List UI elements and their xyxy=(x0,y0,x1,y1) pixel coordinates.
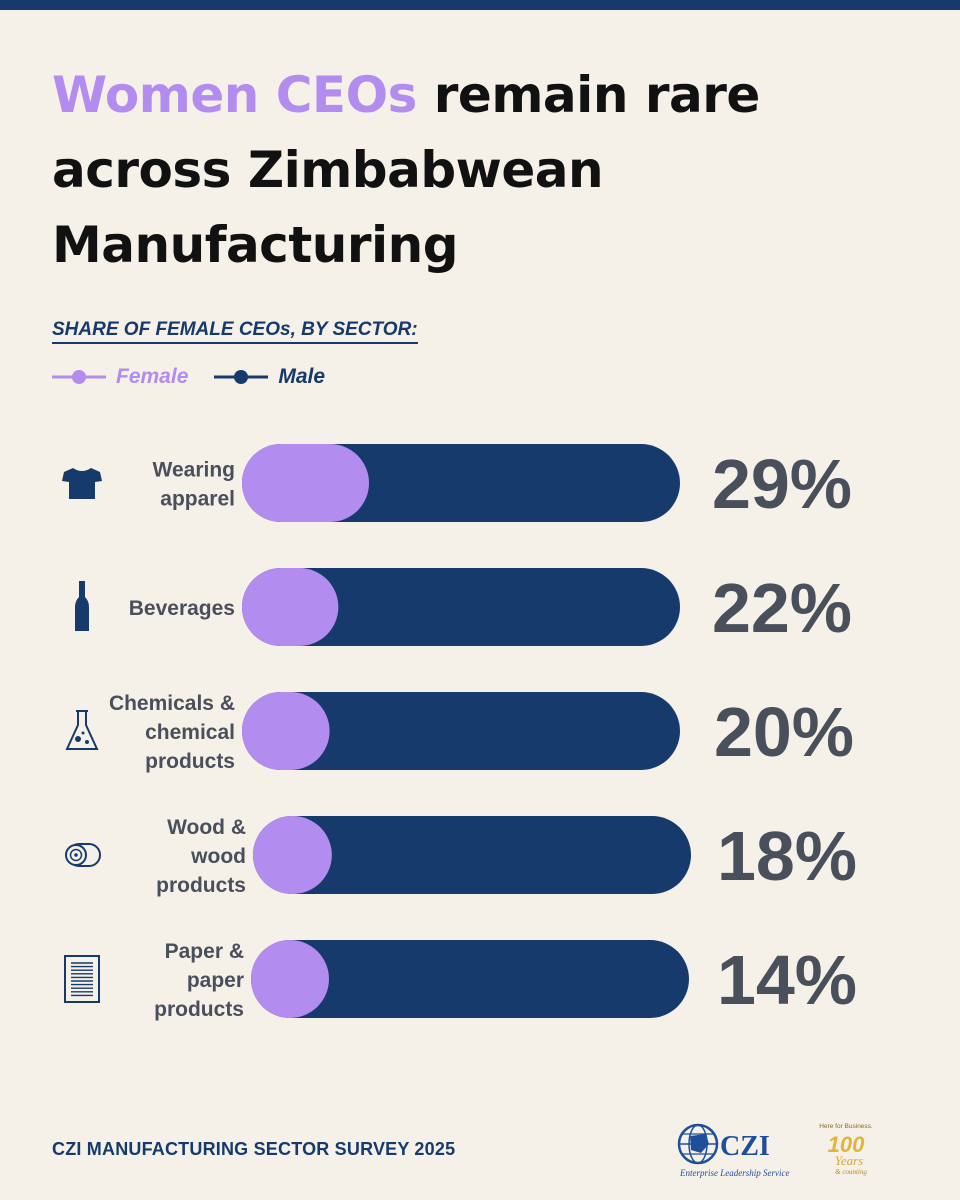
anniversary-word: & counting xyxy=(835,1168,867,1176)
bar-female xyxy=(251,940,329,1018)
category-label: Wearing apparel xyxy=(153,459,235,511)
flask-icon xyxy=(65,710,99,750)
legend-item-male: Male xyxy=(214,365,325,389)
category-label-line: Wearing xyxy=(153,459,235,482)
category-label-line: Wood & xyxy=(167,816,246,839)
category-label-line: paper xyxy=(187,969,244,992)
category-label-line: Beverages xyxy=(129,597,235,620)
bar-chart: Wearing apparel 29% Beverages 22% Chemicals &… xyxy=(62,444,857,1021)
category-label: Paper & paper products xyxy=(154,940,244,1021)
bar-male xyxy=(242,568,680,646)
value-label: 29% xyxy=(712,445,852,523)
page-title: Women CEOs remain rare across Zimbabwean… xyxy=(52,58,912,283)
value-label: 20% xyxy=(714,693,854,771)
bottle-icon xyxy=(75,581,89,631)
anniversary-tagline: Here for Business. xyxy=(819,1123,873,1130)
value-label: 22% xyxy=(712,569,852,647)
legend-item-female: Female xyxy=(52,365,188,389)
chart-subtitle: SHARE OF FEMALE CEOs, BY SECTOR: xyxy=(52,319,418,344)
category-label-line: apparel xyxy=(160,488,235,511)
anniversary-years: Years xyxy=(835,1153,863,1168)
czi-logo: CZI Enterprise Leadership Service xyxy=(677,1123,789,1178)
category-label-line: products xyxy=(154,998,244,1021)
czi-logo-name: CZI xyxy=(720,1131,770,1162)
category-label-line: Chemicals & xyxy=(109,692,235,715)
title-highlight: Women CEOs xyxy=(52,66,417,124)
bar-female xyxy=(242,444,370,522)
category-label-line: wood xyxy=(190,845,246,868)
bar-female xyxy=(242,692,330,770)
100-years-logo: Here for Business. 100 Years & counting xyxy=(819,1123,873,1176)
category-label-line: products xyxy=(156,874,246,897)
tshirt-icon xyxy=(62,468,102,499)
bar-male xyxy=(251,940,689,1018)
value-label: 14% xyxy=(717,941,857,1019)
document-icon xyxy=(64,955,100,1003)
title-rest: remain rare across Zimbabwean Manufactur… xyxy=(52,66,760,274)
category-label: Chemicals & chemical products xyxy=(109,692,235,773)
bar-female xyxy=(242,568,339,646)
log-icon xyxy=(65,843,101,867)
legend-label-female: Female xyxy=(116,365,189,388)
anniversary-number: 100 xyxy=(828,1132,865,1157)
czi-logo-tagline: Enterprise Leadership Service xyxy=(679,1168,789,1178)
bar-female xyxy=(253,816,332,894)
globe-icon xyxy=(677,1123,719,1165)
top-accent-bar xyxy=(0,0,960,10)
category-label-line: Paper & xyxy=(165,940,244,963)
category-label-line: products xyxy=(145,750,235,773)
category-label-line: chemical xyxy=(145,721,235,744)
footer-source: CZI MANUFACTURING SECTOR SURVEY 2025 xyxy=(52,1139,456,1159)
legend-male-marker-icon xyxy=(214,370,269,384)
category-label: Wood & wood products xyxy=(156,816,246,897)
legend: Female Male xyxy=(52,362,351,392)
legend-female-marker-icon xyxy=(52,370,106,384)
bar-male xyxy=(242,692,680,770)
bar-male xyxy=(253,816,691,894)
category-label: Beverages xyxy=(129,597,235,620)
value-label: 18% xyxy=(717,817,857,895)
legend-label-male: Male xyxy=(278,365,326,388)
